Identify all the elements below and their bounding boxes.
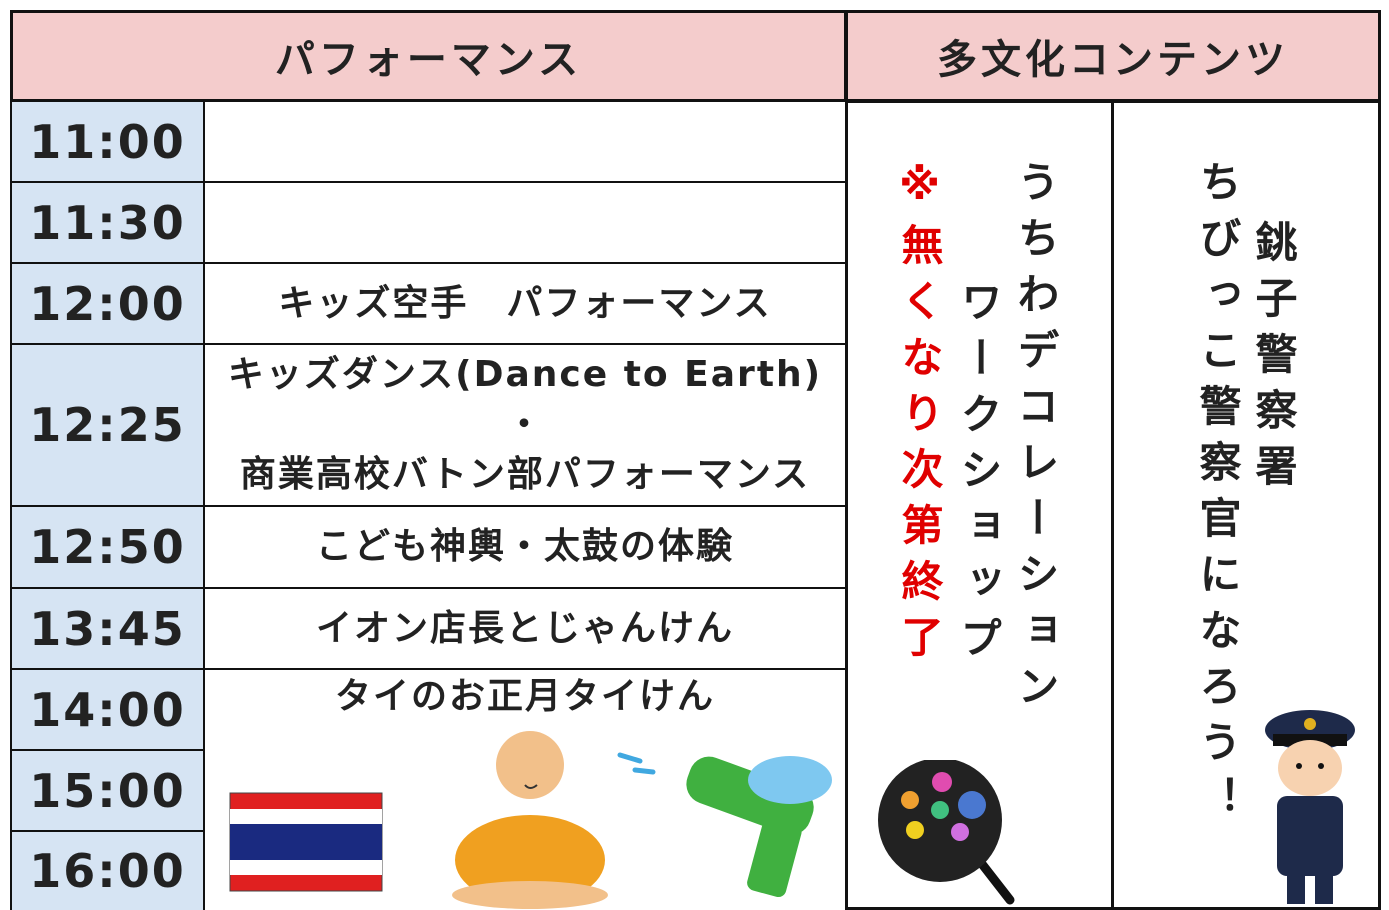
workshop-note: ※無くなり次第終了 [895,160,944,671]
event-text: イオン店長とじゃんけん [315,607,734,649]
time-cell: 12:25 [10,343,205,507]
event-text: ・ [505,404,544,445]
performance-header: パフォーマンス [10,10,847,102]
police-cell [1111,100,1381,910]
time-cell: 14:00 [10,668,205,751]
time-cell: 11:30 [10,181,205,264]
event-cell: こども神輿・太鼓の体験 [203,505,847,589]
event-text: タイのお正月タイけん [334,676,715,717]
event-text: 商業高校バトン部パフォーマンス [239,454,811,495]
police-illustration [1265,710,1355,904]
event-cell: キッズダンス(Dance to Earth) ・商業高校バトン部パフォーマンス [203,343,847,507]
event-text: キッズ空手 パフォーマンス [278,282,772,324]
event-cell: イオン店長とじゃんけん [203,587,847,670]
time-cell: 12:00 [10,262,205,345]
event-text: こども神輿・太鼓の体験 [315,526,734,567]
event-cell [203,100,847,183]
workshop-line: うちわデコレーション [1011,160,1060,720]
time-cell: 16:00 [10,830,205,910]
thai-illustration [229,731,832,909]
time-cell: 15:00 [10,749,205,832]
multicultural-header: 多文化コンテンツ [845,10,1381,102]
event-cell: キッズ空手 パフォーマンス [203,262,847,345]
fan-illustration [878,760,1015,905]
police-organizer: 銚子警察署 [1249,220,1298,500]
event-cell: タイのお正月タイけん [203,668,847,910]
event-cell [203,181,847,264]
police-title: ちびっこ警察官になろう！ [1193,160,1242,832]
time-cell: 13:45 [10,587,205,670]
workshop-line: ワークショップ [954,280,1003,672]
event-text: キッズダンス(Dance to Earth) [227,354,823,395]
time-cell: 12:50 [10,505,205,589]
time-cell: 11:00 [10,100,205,183]
